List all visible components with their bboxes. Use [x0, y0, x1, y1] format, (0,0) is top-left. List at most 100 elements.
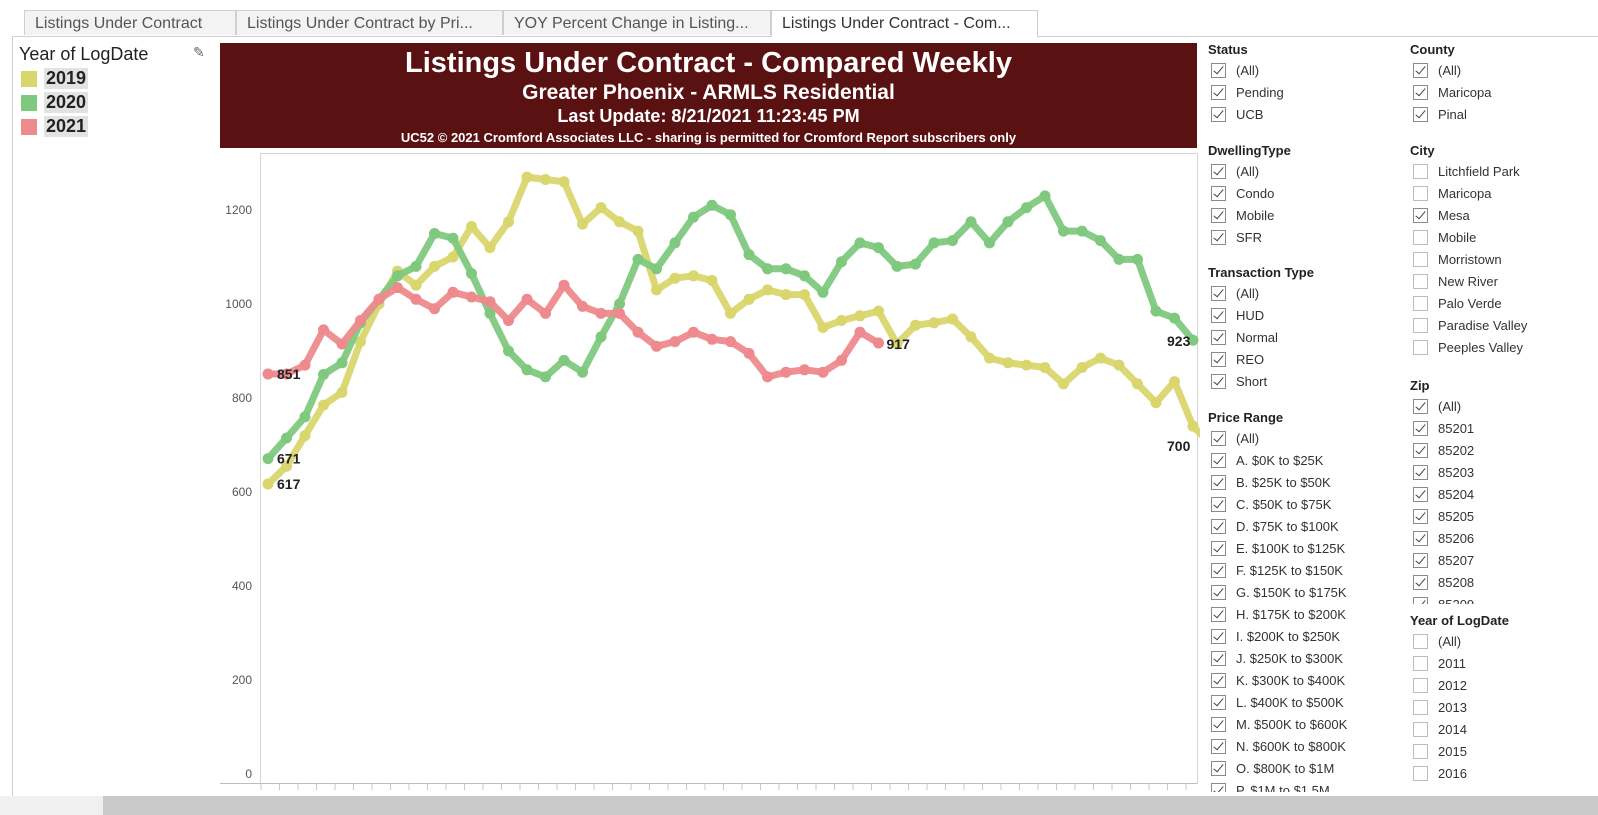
filter-option[interactable]: Mobile [1410, 227, 1595, 249]
filter-option[interactable]: 85206 [1410, 528, 1595, 550]
checkbox-checked-icon[interactable] [1211, 541, 1226, 556]
checkbox-checked-icon[interactable] [1211, 651, 1226, 666]
checkbox-checked-icon[interactable] [1211, 673, 1226, 688]
checkbox-unchecked-icon[interactable] [1413, 766, 1428, 781]
filter-option[interactable]: F. $125K to $150K [1208, 560, 1398, 582]
filter-option[interactable]: (All) [1208, 60, 1398, 82]
checkbox-unchecked-icon[interactable] [1413, 678, 1428, 693]
filter-option[interactable]: Short [1208, 371, 1398, 393]
checkbox-checked-icon[interactable] [1211, 475, 1226, 490]
filter-option[interactable]: I. $200K to $250K [1208, 626, 1398, 648]
filter-option[interactable]: (All) [1208, 428, 1398, 450]
filter-option[interactable]: L. $400K to $500K [1208, 692, 1398, 714]
scrollbar-thumb[interactable] [103, 796, 1598, 815]
checkbox-unchecked-icon[interactable] [1413, 744, 1428, 759]
checkbox-checked-icon[interactable] [1413, 465, 1428, 480]
checkbox-checked-icon[interactable] [1211, 761, 1226, 776]
checkbox-unchecked-icon[interactable] [1413, 296, 1428, 311]
checkbox-unchecked-icon[interactable] [1413, 164, 1428, 179]
filter-option[interactable]: O. $800K to $1M [1208, 758, 1398, 780]
checkbox-unchecked-icon[interactable] [1413, 252, 1428, 267]
filter-option[interactable]: SFR [1208, 227, 1398, 249]
filter-option[interactable]: E. $100K to $125K [1208, 538, 1398, 560]
checkbox-checked-icon[interactable] [1211, 208, 1226, 223]
filter-option[interactable]: K. $300K to $400K [1208, 670, 1398, 692]
checkbox-checked-icon[interactable] [1211, 374, 1226, 389]
checkbox-checked-icon[interactable] [1211, 63, 1226, 78]
filter-option[interactable]: 2014 [1410, 719, 1595, 741]
filter-option[interactable]: G. $150K to $175K [1208, 582, 1398, 604]
filter-option[interactable]: 85209 [1410, 594, 1595, 604]
checkbox-checked-icon[interactable] [1211, 739, 1226, 754]
checkbox-unchecked-icon[interactable] [1413, 656, 1428, 671]
checkbox-checked-icon[interactable] [1211, 453, 1226, 468]
checkbox-unchecked-icon[interactable] [1413, 230, 1428, 245]
filter-option[interactable]: REO [1208, 349, 1398, 371]
filter-option[interactable]: 2013 [1410, 697, 1595, 719]
filter-option[interactable]: 2012 [1410, 675, 1595, 697]
line-chart[interactable]: 0 200 400 600 800 1000 1200 617 700 671 923 851 917 [215, 150, 1200, 795]
filter-option[interactable]: 85208 [1410, 572, 1595, 594]
filter-option[interactable]: HUD [1208, 305, 1398, 327]
filter-option[interactable]: Normal [1208, 327, 1398, 349]
checkbox-checked-icon[interactable] [1211, 230, 1226, 245]
filter-option[interactable]: N. $600K to $800K [1208, 736, 1398, 758]
checkbox-checked-icon[interactable] [1211, 497, 1226, 512]
filter-option[interactable]: (All) [1410, 631, 1595, 653]
checkbox-checked-icon[interactable] [1211, 695, 1226, 710]
tab-listings-by-price[interactable]: Listings Under Contract by Pri... [236, 10, 503, 35]
filter-option[interactable]: H. $175K to $200K [1208, 604, 1398, 626]
tab-yoy-percent-change[interactable]: YOY Percent Change in Listing... [503, 10, 771, 35]
checkbox-unchecked-icon[interactable] [1413, 274, 1428, 289]
checkbox-checked-icon[interactable] [1413, 85, 1428, 100]
filter-option[interactable]: C. $50K to $75K [1208, 494, 1398, 516]
filter-option[interactable]: 85202 [1410, 440, 1595, 462]
filter-option[interactable]: Pinal [1410, 104, 1595, 126]
checkbox-unchecked-icon[interactable] [1413, 318, 1428, 333]
filter-option[interactable]: Mobile [1208, 205, 1398, 227]
checkbox-checked-icon[interactable] [1211, 431, 1226, 446]
filter-option[interactable]: M. $500K to $600K [1208, 714, 1398, 736]
filter-option[interactable]: 85205 [1410, 506, 1595, 528]
filter-option[interactable]: B. $25K to $50K [1208, 472, 1398, 494]
tab-compared-weekly[interactable]: Listings Under Contract - Com... [771, 10, 1038, 37]
checkbox-checked-icon[interactable] [1211, 286, 1226, 301]
checkbox-checked-icon[interactable] [1211, 308, 1226, 323]
checkbox-unchecked-icon[interactable] [1413, 722, 1428, 737]
checkbox-checked-icon[interactable] [1211, 85, 1226, 100]
checkbox-checked-icon[interactable] [1413, 63, 1428, 78]
checkbox-checked-icon[interactable] [1211, 186, 1226, 201]
checkbox-checked-icon[interactable] [1413, 487, 1428, 502]
checkbox-checked-icon[interactable] [1211, 107, 1226, 122]
filter-option[interactable]: (All) [1208, 161, 1398, 183]
checkbox-checked-icon[interactable] [1413, 208, 1428, 223]
filter-option[interactable]: Condo [1208, 183, 1398, 205]
checkbox-checked-icon[interactable] [1211, 585, 1226, 600]
checkbox-checked-icon[interactable] [1211, 164, 1226, 179]
horizontal-scrollbar[interactable] [0, 796, 1598, 815]
checkbox-checked-icon[interactable] [1413, 421, 1428, 436]
checkbox-checked-icon[interactable] [1413, 531, 1428, 546]
checkbox-checked-icon[interactable] [1413, 597, 1428, 604]
checkbox-checked-icon[interactable] [1413, 553, 1428, 568]
checkbox-checked-icon[interactable] [1211, 330, 1226, 345]
checkbox-unchecked-icon[interactable] [1413, 634, 1428, 649]
edit-pencil-icon[interactable]: ✎ [193, 44, 205, 60]
filter-option[interactable]: Pending [1208, 82, 1398, 104]
checkbox-checked-icon[interactable] [1413, 107, 1428, 122]
filter-option[interactable]: New River [1410, 271, 1595, 293]
filter-option[interactable]: 85204 [1410, 484, 1595, 506]
checkbox-checked-icon[interactable] [1211, 783, 1226, 792]
filter-option[interactable]: P. $1M to $1.5M [1208, 780, 1398, 792]
filter-option[interactable]: Litchfield Park [1410, 161, 1595, 183]
filter-option[interactable]: Morristown [1410, 249, 1595, 271]
checkbox-checked-icon[interactable] [1413, 575, 1428, 590]
checkbox-checked-icon[interactable] [1211, 607, 1226, 622]
filter-option[interactable]: 2015 [1410, 741, 1595, 763]
checkbox-checked-icon[interactable] [1413, 443, 1428, 458]
filter-option[interactable]: (All) [1410, 60, 1595, 82]
filter-option[interactable]: (All) [1410, 396, 1595, 418]
filter-option[interactable]: J. $250K to $300K [1208, 648, 1398, 670]
filter-option[interactable]: Palo Verde [1410, 293, 1595, 315]
checkbox-checked-icon[interactable] [1211, 717, 1226, 732]
